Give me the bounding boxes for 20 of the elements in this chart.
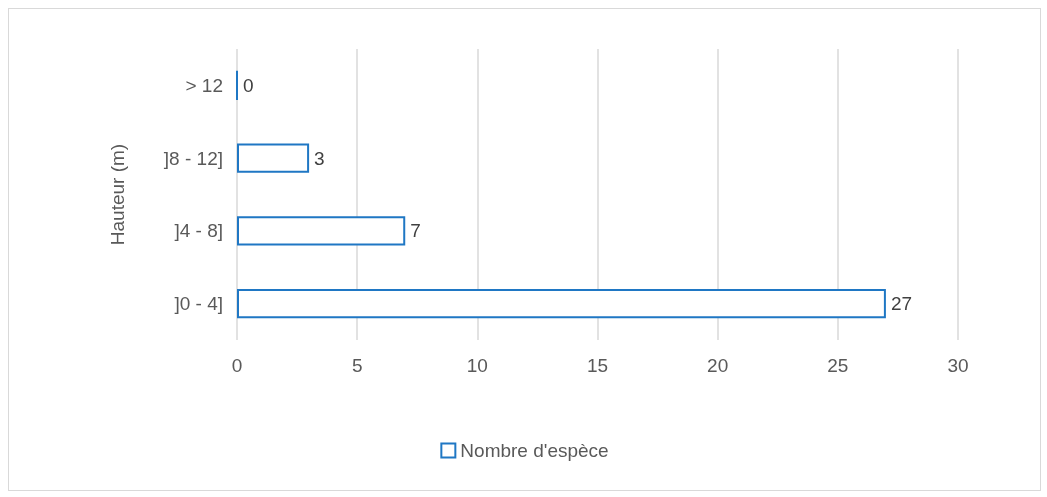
x-tick-label: 30 [947,355,969,376]
bar [237,289,886,319]
y-axis-title: Hauteur (m) [107,143,128,246]
bar [237,216,406,246]
legend-label: Nombre d'espèce [460,440,609,461]
data-label: 7 [410,220,421,242]
x-tick-label: 15 [586,355,609,376]
y-tick-label: > 12 [185,74,223,96]
x-tick-label: 10 [466,355,488,376]
data-label: 0 [243,74,254,96]
y-tick-label: ]8 - 12] [163,147,223,169]
y-tick-label: ]0 - 4] [174,293,223,315]
x-tick-label: 5 [351,355,363,376]
x-tick-label: 25 [827,355,849,376]
x-tick-label: 0 [231,355,243,376]
x-tick-label: 20 [707,355,729,376]
data-label: 27 [890,293,913,315]
bar [237,143,310,173]
y-tick-label: ]4 - 8] [174,220,223,242]
data-label: 3 [314,147,325,169]
